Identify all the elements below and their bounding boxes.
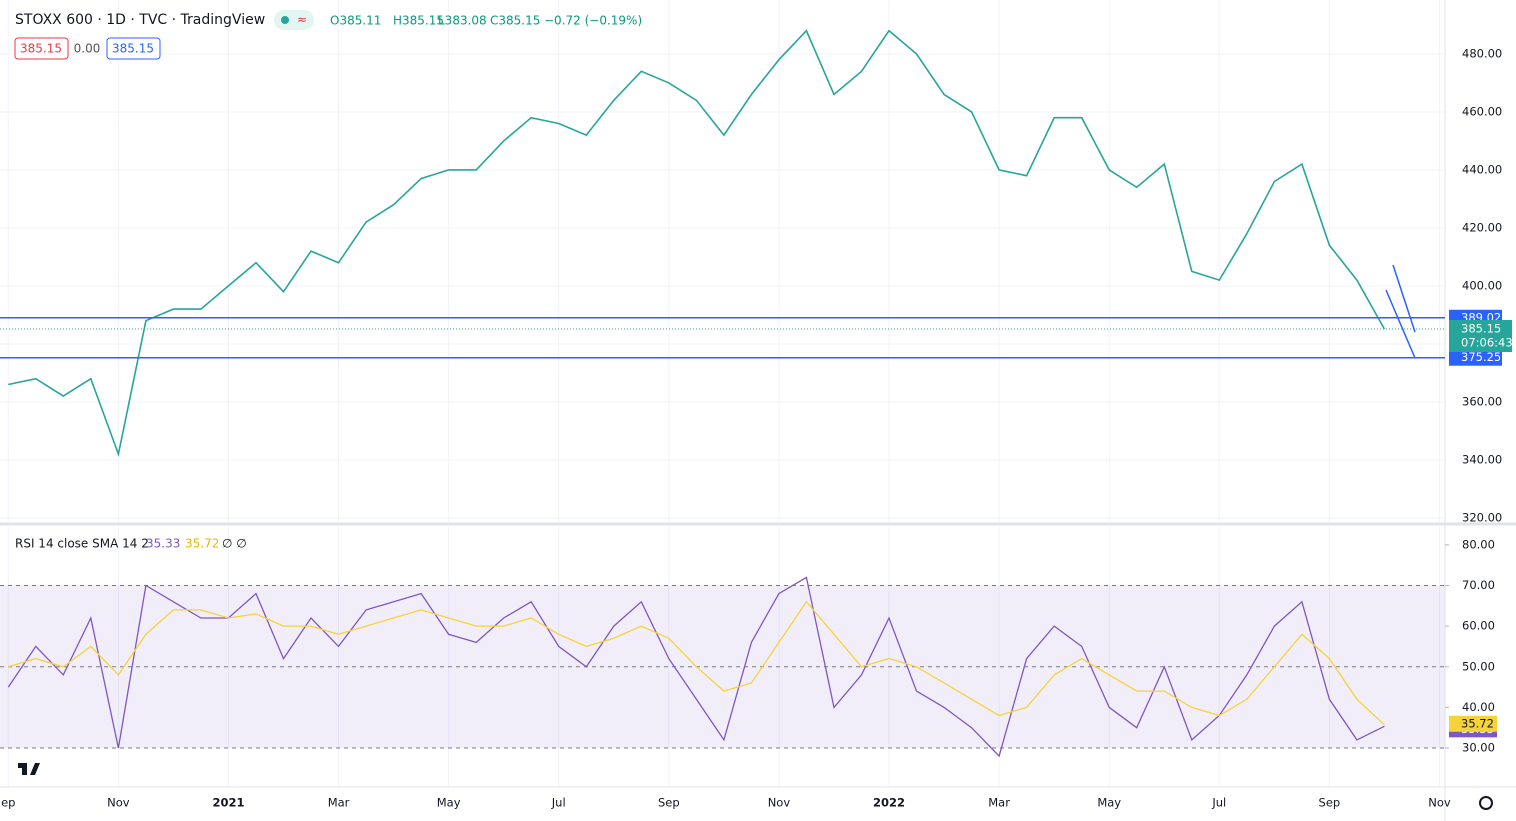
x-tick-label: Sep: [658, 796, 680, 810]
sell-box[interactable]: [14, 37, 69, 60]
x-tick-label: Jul: [1211, 796, 1226, 810]
y-tick-label: 420.00: [1462, 220, 1502, 234]
spread: 0.00: [74, 42, 101, 56]
series-line: [8, 29, 1386, 458]
x-tick-label: May: [1097, 796, 1121, 810]
tv-logo[interactable]: [18, 763, 40, 775]
series-line: [7, 576, 1385, 758]
status-dot: [281, 16, 289, 24]
high-value: H385.15: [393, 14, 444, 28]
sell-price: 385.15: [20, 42, 62, 56]
rsi-legend-value: 35.33: [146, 537, 180, 551]
x-tick-label: Mar: [988, 796, 1010, 810]
channel-lower: [1385, 289, 1416, 359]
rsi-extra: ∅ ∅: [222, 537, 247, 551]
channel-upper: [1392, 264, 1416, 333]
open-value: O385.11: [330, 14, 381, 28]
close-value: C385.15: [490, 14, 540, 28]
status-pill[interactable]: [274, 10, 314, 30]
change-value: −0.72 (−0.19%): [544, 14, 642, 28]
x-tick-label: Mar: [328, 796, 350, 810]
low-value: L383.08: [438, 14, 487, 28]
y-tick-label: 340.00: [1462, 452, 1502, 466]
y-tick-label: 440.00: [1462, 162, 1502, 176]
settings-icon[interactable]: [1479, 796, 1493, 810]
y-tick-label: 360.00: [1462, 394, 1502, 408]
y-tick-label: 40.00: [1462, 700, 1495, 714]
last-price-label: 385.15: [1461, 322, 1501, 336]
rsi-value-label: 35.72: [1461, 716, 1494, 730]
x-tick-label: 2021: [212, 796, 244, 810]
x-tick-label: Nov: [107, 796, 130, 810]
x-tick-label: Sep: [1319, 796, 1341, 810]
rsi-value-bg: [1449, 715, 1497, 732]
x-tick-label: Jul: [551, 796, 566, 810]
x-tick-label: ep: [1, 796, 15, 810]
hline-label: 375.25: [1461, 350, 1501, 364]
x-tick-label: 2022: [873, 796, 905, 810]
y-tick-label: 400.00: [1462, 278, 1502, 292]
y-tick-label: 60.00: [1462, 619, 1495, 633]
y-tick-label: 70.00: [1462, 578, 1495, 592]
x-tick-label: Nov: [1428, 796, 1451, 810]
last-price-bg: [1449, 320, 1512, 353]
y-tick-label: 460.00: [1462, 104, 1502, 118]
y-tick-label: 480.00: [1462, 46, 1502, 60]
x-tick-label: Nov: [768, 796, 791, 810]
rsi-title: RSI 14 close SMA 14 2: [15, 537, 149, 551]
symbol-title[interactable]: STOXX 600 · 1D · TVC · TradingView: [15, 12, 265, 28]
y-tick-label: 80.00: [1462, 537, 1495, 551]
buy-price: 385.15: [112, 42, 154, 56]
countdown: 07:06:43: [1461, 336, 1513, 350]
x-tick-label: May: [437, 796, 461, 810]
rsi-sma-legend-value: 35.72: [185, 537, 219, 551]
status-icon: ≈: [297, 13, 307, 27]
y-tick-label: 30.00: [1462, 741, 1495, 755]
series-line: [8, 600, 1385, 726]
y-tick-label: 50.00: [1462, 659, 1495, 673]
y-tick-label: 320.00: [1462, 510, 1502, 524]
hline-label-bg: [1449, 349, 1502, 366]
buy-box[interactable]: [106, 37, 161, 60]
